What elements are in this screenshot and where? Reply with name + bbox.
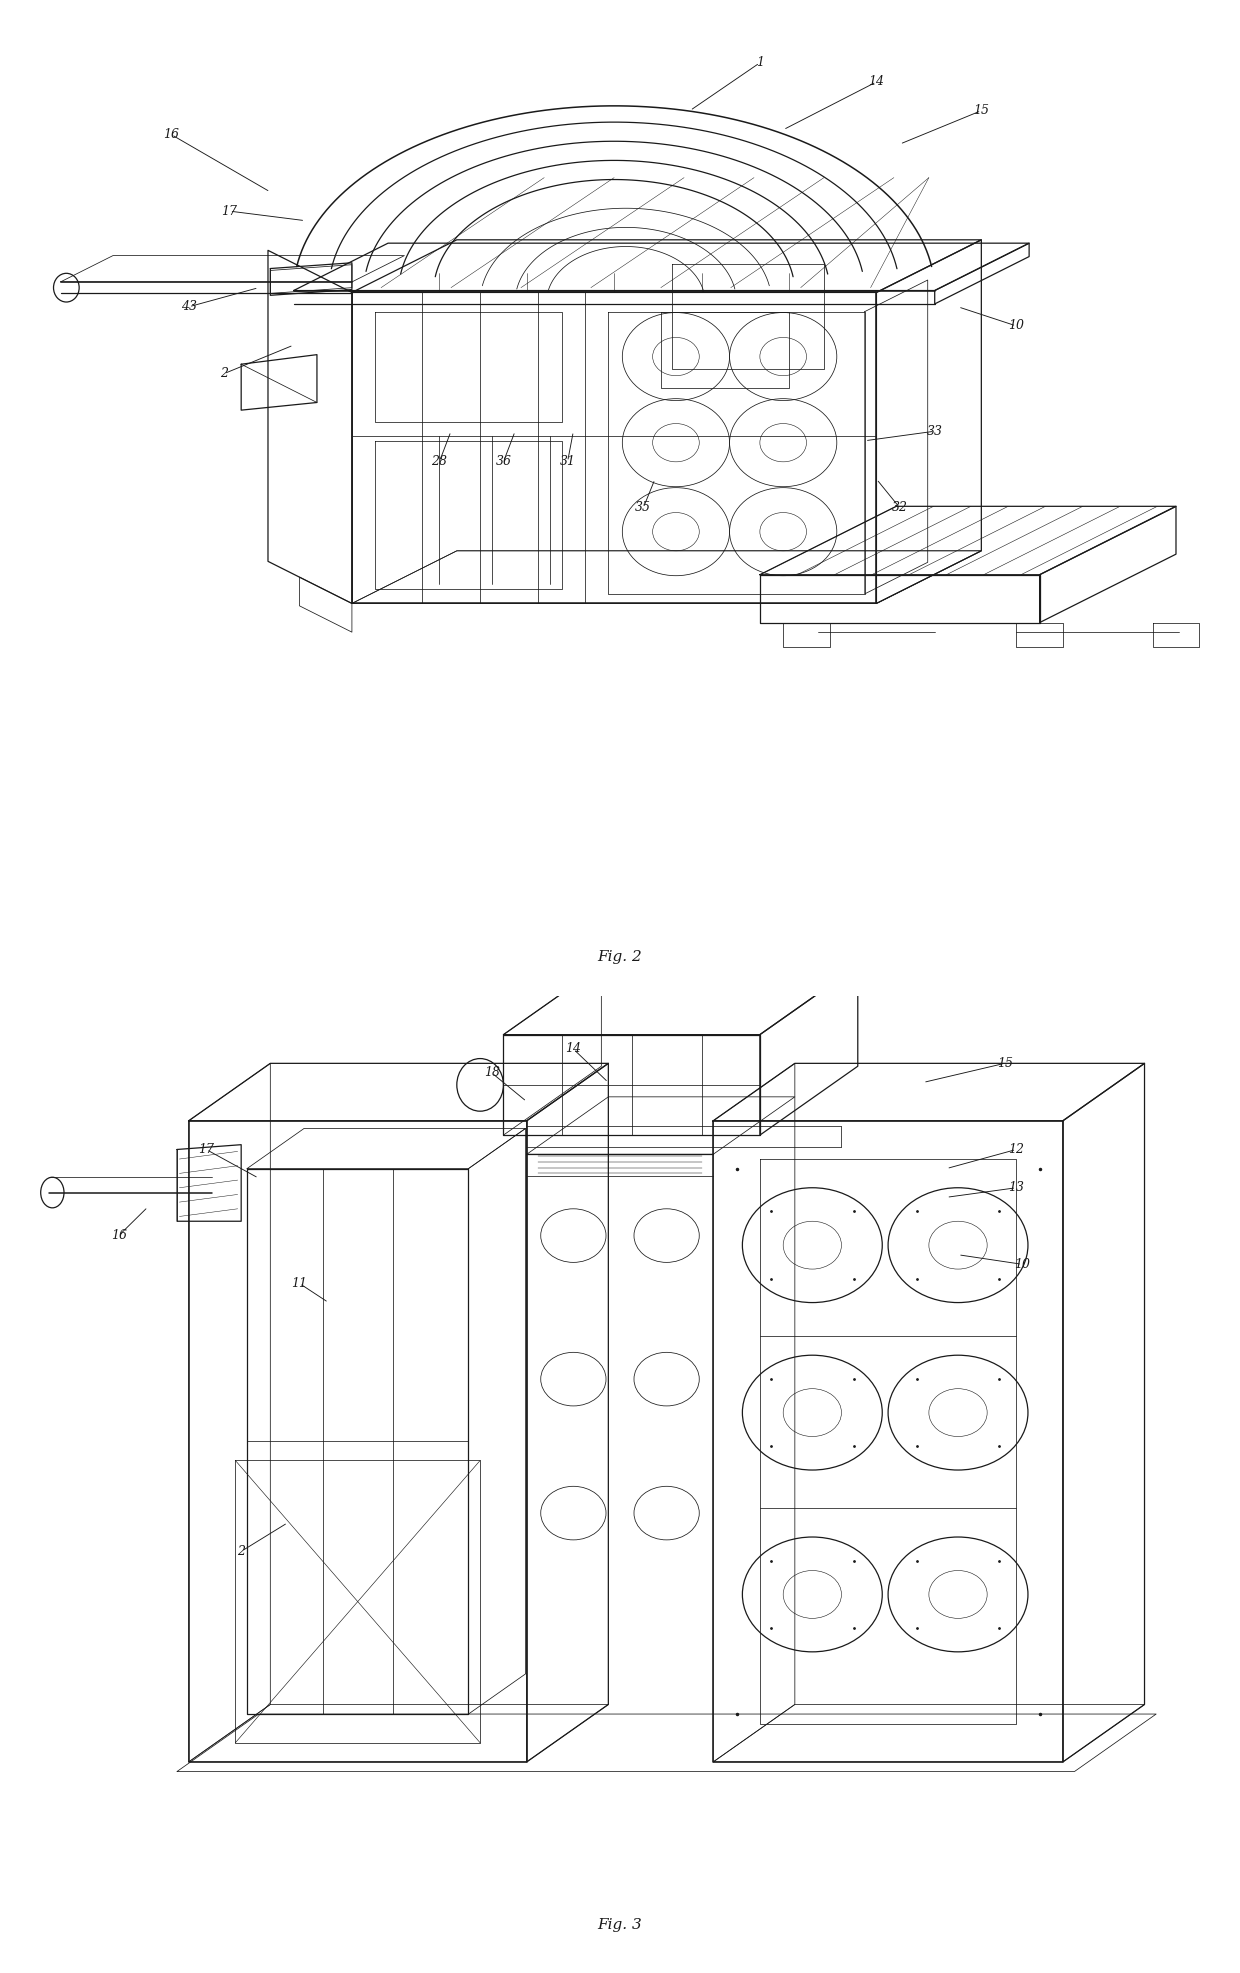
Text: 31: 31 [559,456,575,468]
Text: 16: 16 [164,128,180,140]
Text: 11: 11 [291,1277,308,1290]
Text: 14: 14 [565,1042,582,1056]
Text: 12: 12 [1008,1142,1024,1156]
Text: 2: 2 [237,1545,246,1559]
Text: 28: 28 [432,456,448,468]
Text: 10: 10 [1014,1259,1030,1271]
Text: 35: 35 [635,501,651,515]
Text: 32: 32 [892,501,908,515]
Text: 18: 18 [484,1067,500,1079]
Text: Fig. 3: Fig. 3 [598,1918,642,1932]
Text: 10: 10 [1008,320,1024,331]
Text: 1: 1 [756,57,764,69]
Text: 16: 16 [110,1229,126,1243]
Text: 15: 15 [997,1058,1013,1069]
Text: 33: 33 [926,424,942,438]
Text: Fig. 2: Fig. 2 [598,951,642,965]
Text: 15: 15 [973,105,990,116]
Text: 17: 17 [222,205,238,217]
Text: 13: 13 [1008,1182,1024,1194]
Text: 2: 2 [219,367,228,381]
Text: 36: 36 [496,456,511,468]
Text: 17: 17 [198,1142,215,1156]
Text: 43: 43 [181,300,197,314]
Text: 14: 14 [868,75,884,89]
